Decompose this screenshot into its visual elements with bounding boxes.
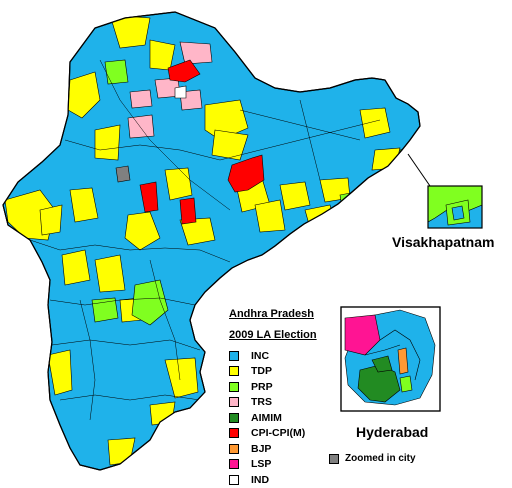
legend-swatch [229, 366, 239, 377]
legend-subtitle: 2009 LA Election [229, 329, 317, 341]
region-prp [91, 297, 119, 323]
visakhapatnam-caption: Visakhapatnam [392, 234, 495, 250]
region-tdp [254, 199, 286, 233]
legend-item: TDP [229, 364, 339, 380]
zoomed-city-swatch [329, 453, 339, 464]
region-cpi [139, 181, 159, 213]
zoom-note: Zoomed in city [329, 453, 416, 464]
legend-item: AIMIM [229, 410, 339, 426]
vizag-connector [407, 153, 431, 187]
legend-item: TRS [229, 395, 339, 411]
region-trs [179, 41, 213, 65]
legend-swatch [229, 350, 239, 361]
legend-item: PRP [229, 379, 339, 395]
legend-swatch [229, 397, 239, 408]
legend-label: PRP [251, 380, 273, 393]
region-tdp [107, 437, 136, 466]
region-tdp [149, 401, 176, 426]
legend-item: IND [229, 472, 339, 488]
region-tdp [359, 107, 391, 139]
legend-label: TRS [251, 396, 272, 409]
legend-swatch [229, 459, 239, 470]
region-cpi [179, 197, 197, 225]
hyderabad-caption: Hyderabad [356, 424, 429, 440]
legend-label: BJP [251, 442, 272, 455]
legend-swatch [229, 428, 239, 439]
region-prp [131, 279, 169, 326]
region-ind [174, 85, 187, 99]
legend-item: CPI-CPI(M) [229, 426, 339, 442]
region-tdp [164, 167, 193, 201]
legend-item: LSP [229, 457, 339, 473]
region-tdp [69, 187, 99, 223]
region-tdp [179, 217, 216, 246]
zoom-note-label: Zoomed in city [345, 453, 416, 464]
hyderabad-inset [340, 306, 441, 412]
region-prp [104, 59, 129, 85]
visakhapatnam-inset [427, 185, 483, 229]
region-zoomed-city [115, 165, 131, 183]
region-tdp [124, 211, 161, 251]
region-tdp [61, 249, 91, 286]
legend-swatch [229, 412, 239, 423]
region-tdp [164, 357, 199, 399]
region-tdp [279, 181, 311, 211]
legend-label: CPI-CPI(M) [251, 427, 306, 440]
region-tdp [39, 204, 63, 236]
legend-items: INC TDP PRP TRS AIMIM CPI-CPI(M) BJP LSP IND [229, 348, 339, 488]
region-cpi [227, 154, 265, 193]
map-legend: Andhra Pradesh 2009 LA Election INC TDP PR… [229, 308, 339, 488]
legend-swatch [229, 381, 239, 392]
region-tdp [211, 129, 249, 161]
region-tdp [94, 254, 126, 293]
region-tdp [94, 124, 121, 161]
legend-title: Andhra Pradesh [229, 308, 314, 320]
region-tdp [47, 349, 73, 396]
legend-swatch [229, 443, 239, 454]
legend-item: INC [229, 348, 339, 364]
legend-label: TDP [251, 365, 272, 378]
region-trs [127, 114, 155, 139]
legend-label: INC [251, 349, 270, 362]
region-tdp [319, 177, 351, 203]
region-trs [129, 89, 153, 109]
legend-swatch [229, 474, 239, 485]
legend-label: IND [251, 473, 270, 486]
legend-item: BJP [229, 441, 339, 457]
legend-label: AIMIM [251, 411, 282, 424]
legend-label: LSP [251, 458, 272, 471]
region-cpi [167, 59, 201, 83]
